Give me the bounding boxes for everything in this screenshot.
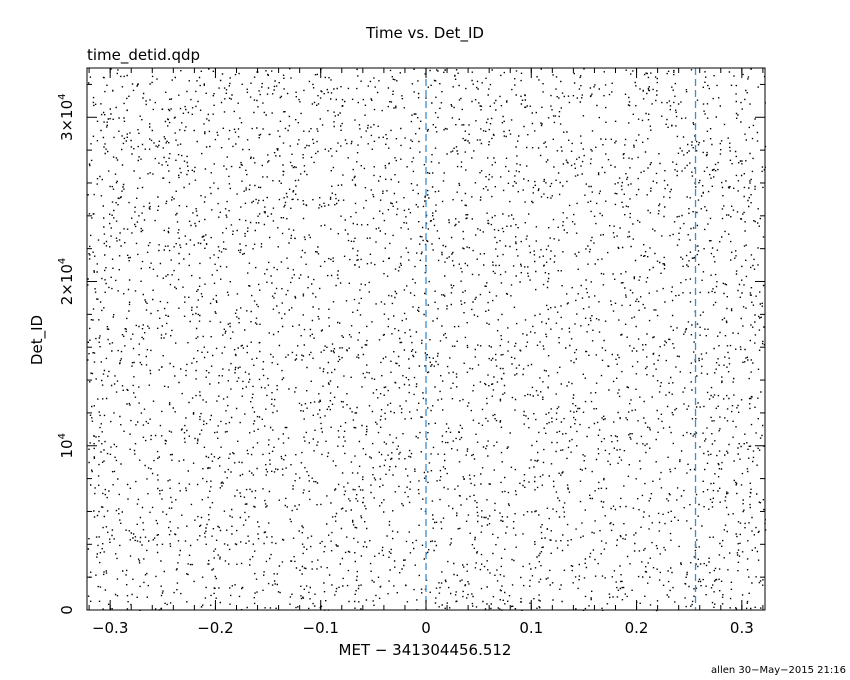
x-tick-label: −0.1 (303, 619, 339, 637)
x-tick-label: 0.1 (519, 619, 543, 637)
y-tick-label: 0 (58, 605, 76, 615)
reference-lines (425, 68, 697, 610)
y-axis-label: Det_ID (28, 315, 47, 365)
x-axis-label: MET − 341304456.512 (339, 641, 512, 659)
x-tick-label: −0.2 (197, 619, 233, 637)
y-tick-label: 2×104 (57, 258, 76, 306)
x-axis-ticks: −0.3 −0.2 −0.1 0 0.1 0.2 0.3 (88, 68, 764, 637)
x-tick-label: 0.2 (625, 619, 649, 637)
chart-title: Time vs. Det_ID (365, 24, 484, 43)
x-tick-label: −0.3 (92, 619, 128, 637)
scatter-series (87, 68, 767, 612)
y-tick-label: 3×104 (57, 93, 76, 141)
y-axis-ticks: 0 104 2×104 3×104 (57, 83, 765, 615)
x-tick-label: 0 (421, 619, 431, 637)
scatter-points (87, 68, 767, 612)
footer-stamp: allen 30−May−2015 21:16 (711, 665, 846, 676)
y-tick-label: 104 (57, 433, 76, 458)
x-tick-label: 0.3 (730, 619, 754, 637)
chart-subtitle: time_detid.qdp (87, 46, 200, 65)
